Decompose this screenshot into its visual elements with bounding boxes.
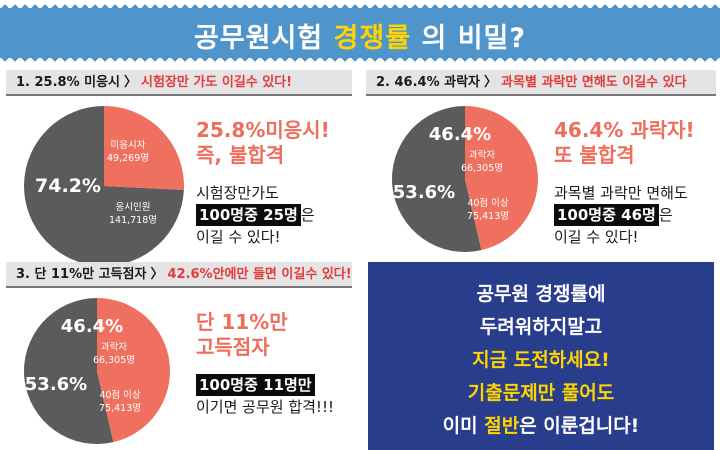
cta-highlight-word: 절반 — [484, 415, 520, 437]
pie1-slice-coral — [104, 106, 185, 191]
pie-chart-2: 46.4% 과락자 66,305명 53.6% 40점 이상 75,413명 — [391, 106, 538, 252]
cta-box: 공무원 경쟁률에 두려워하지말고 지금 도전하세요! 기출문제만 풀어도 이미 … — [368, 262, 714, 450]
section1-arrow: 〉 — [124, 75, 138, 90]
section1-header: 1. 25.8% 미응시 〉 시험장만 가도 이길수 있다! — [6, 70, 352, 96]
pie2-slice-coral-count: 66,305명 — [461, 163, 503, 174]
cta-line-1: 공무원 경쟁률에 — [476, 283, 606, 305]
pie1-slice-coral-count: 49,269명 — [107, 153, 149, 164]
pie1-slice-gray — [24, 106, 184, 266]
pie2-slice-coral-label: 과락자 — [469, 149, 495, 161]
section3-header: 3. 단 11%만 고득점자 〉 42.6%안에만 들면 이길수 있다! — [6, 262, 352, 288]
section3-highlight: 단 11%만 고득점자 — [196, 310, 288, 359]
pie2-slice-gray-count: 75,413명 — [467, 211, 509, 222]
pie2-slice-coral — [465, 106, 538, 251]
pie-chart-3: 46.4% 과락자 66,305명 53.6% 40점 이상 75,413명 — [23, 298, 170, 444]
section3-arrow: 〉 — [150, 267, 164, 282]
section1-boxed-stat: 100명중 25명 — [196, 204, 301, 226]
pie2-percent-coral: 46.4% — [429, 124, 491, 145]
pie3-slice-coral-label: 과락자 — [101, 341, 127, 353]
pie3-slice-gray-label: 40점 이상 — [99, 389, 141, 401]
section2-body: 과목별 과락만 면해도 100명중 46명 은 이길 수 있다! — [554, 184, 688, 246]
pie1-percent-label: 74.2% — [35, 175, 101, 197]
section1-highlight: 25.8%미응시! 즉, 불합격 — [196, 118, 330, 167]
title-highlight: 경쟁률 — [333, 23, 412, 54]
cta-line-5: 이미 절반은 이룬겁니다! — [442, 415, 640, 437]
section3-boxed-stat: 100명중 11명만 — [196, 374, 315, 396]
section1-body: 시험장만가도 100명중 25명 은 이길 수 있다! — [196, 184, 315, 246]
zigzag-border-top — [0, 0, 720, 8]
section2-header: 2. 46.4% 과락자 〉 과목별 과락만 면해도 이길수 있다 — [366, 70, 716, 96]
title-banner: 공무원시험 경쟁률 의 비밀? — [0, 0, 720, 66]
cta-line-2: 두려워하지말고 — [479, 316, 603, 338]
pie2-slice-gray-label: 40점 이상 — [467, 197, 509, 209]
section3-body: 100명중 11명만 이기면 공무원 합격!!! — [196, 374, 334, 416]
pie1-slice-coral-label: 미응시자 — [111, 140, 146, 151]
section2-arrow: 〉 — [484, 75, 498, 90]
cta-line-4: 기출문제만 풀어도 — [467, 382, 615, 404]
pie-chart-1: 미응시자 49,269명 응시인원 141,718명 74.2% — [24, 106, 185, 266]
zigzag-border-bottom — [0, 58, 720, 66]
section3-header-text: 42.6%안에만 들면 이길수 있다! — [167, 267, 352, 282]
pie3-percent-coral: 46.4% — [61, 316, 123, 337]
section2-highlight: 46.4% 과락자! 또 불합격 — [554, 118, 695, 167]
pie3-slice-gray — [23, 298, 114, 444]
section2-boxed-stat: 100명중 46명 — [554, 204, 659, 226]
page-title: 공무원시험 경쟁률 의 비밀? — [193, 23, 527, 54]
pie1-slice-gray-count: 141,718명 — [109, 215, 157, 226]
pie3-slice-gray-count: 75,413명 — [99, 403, 141, 414]
section3-number: 3. 단 11%만 고득점자 — [16, 267, 147, 282]
cta-line-3: 지금 도전하세요! — [472, 349, 610, 371]
pie3-percent-gray: 53.6% — [25, 374, 87, 395]
pie2-slice-gray — [391, 106, 482, 252]
pie2-percent-gray: 53.6% — [393, 182, 455, 203]
pie3-slice-coral — [97, 298, 170, 443]
section2-number: 2. 46.4% 과락자 — [376, 75, 481, 90]
pie1-slice-gray-label: 응시인원 — [116, 202, 151, 213]
section1-header-text: 시험장만 가도 이길수 있다! — [141, 75, 293, 90]
section2-header-text: 과목별 과락만 면해도 이길수 있다 — [501, 75, 687, 90]
pie3-slice-coral-count: 66,305명 — [93, 355, 135, 366]
section1-number: 1. 25.8% 미응시 — [16, 75, 121, 90]
